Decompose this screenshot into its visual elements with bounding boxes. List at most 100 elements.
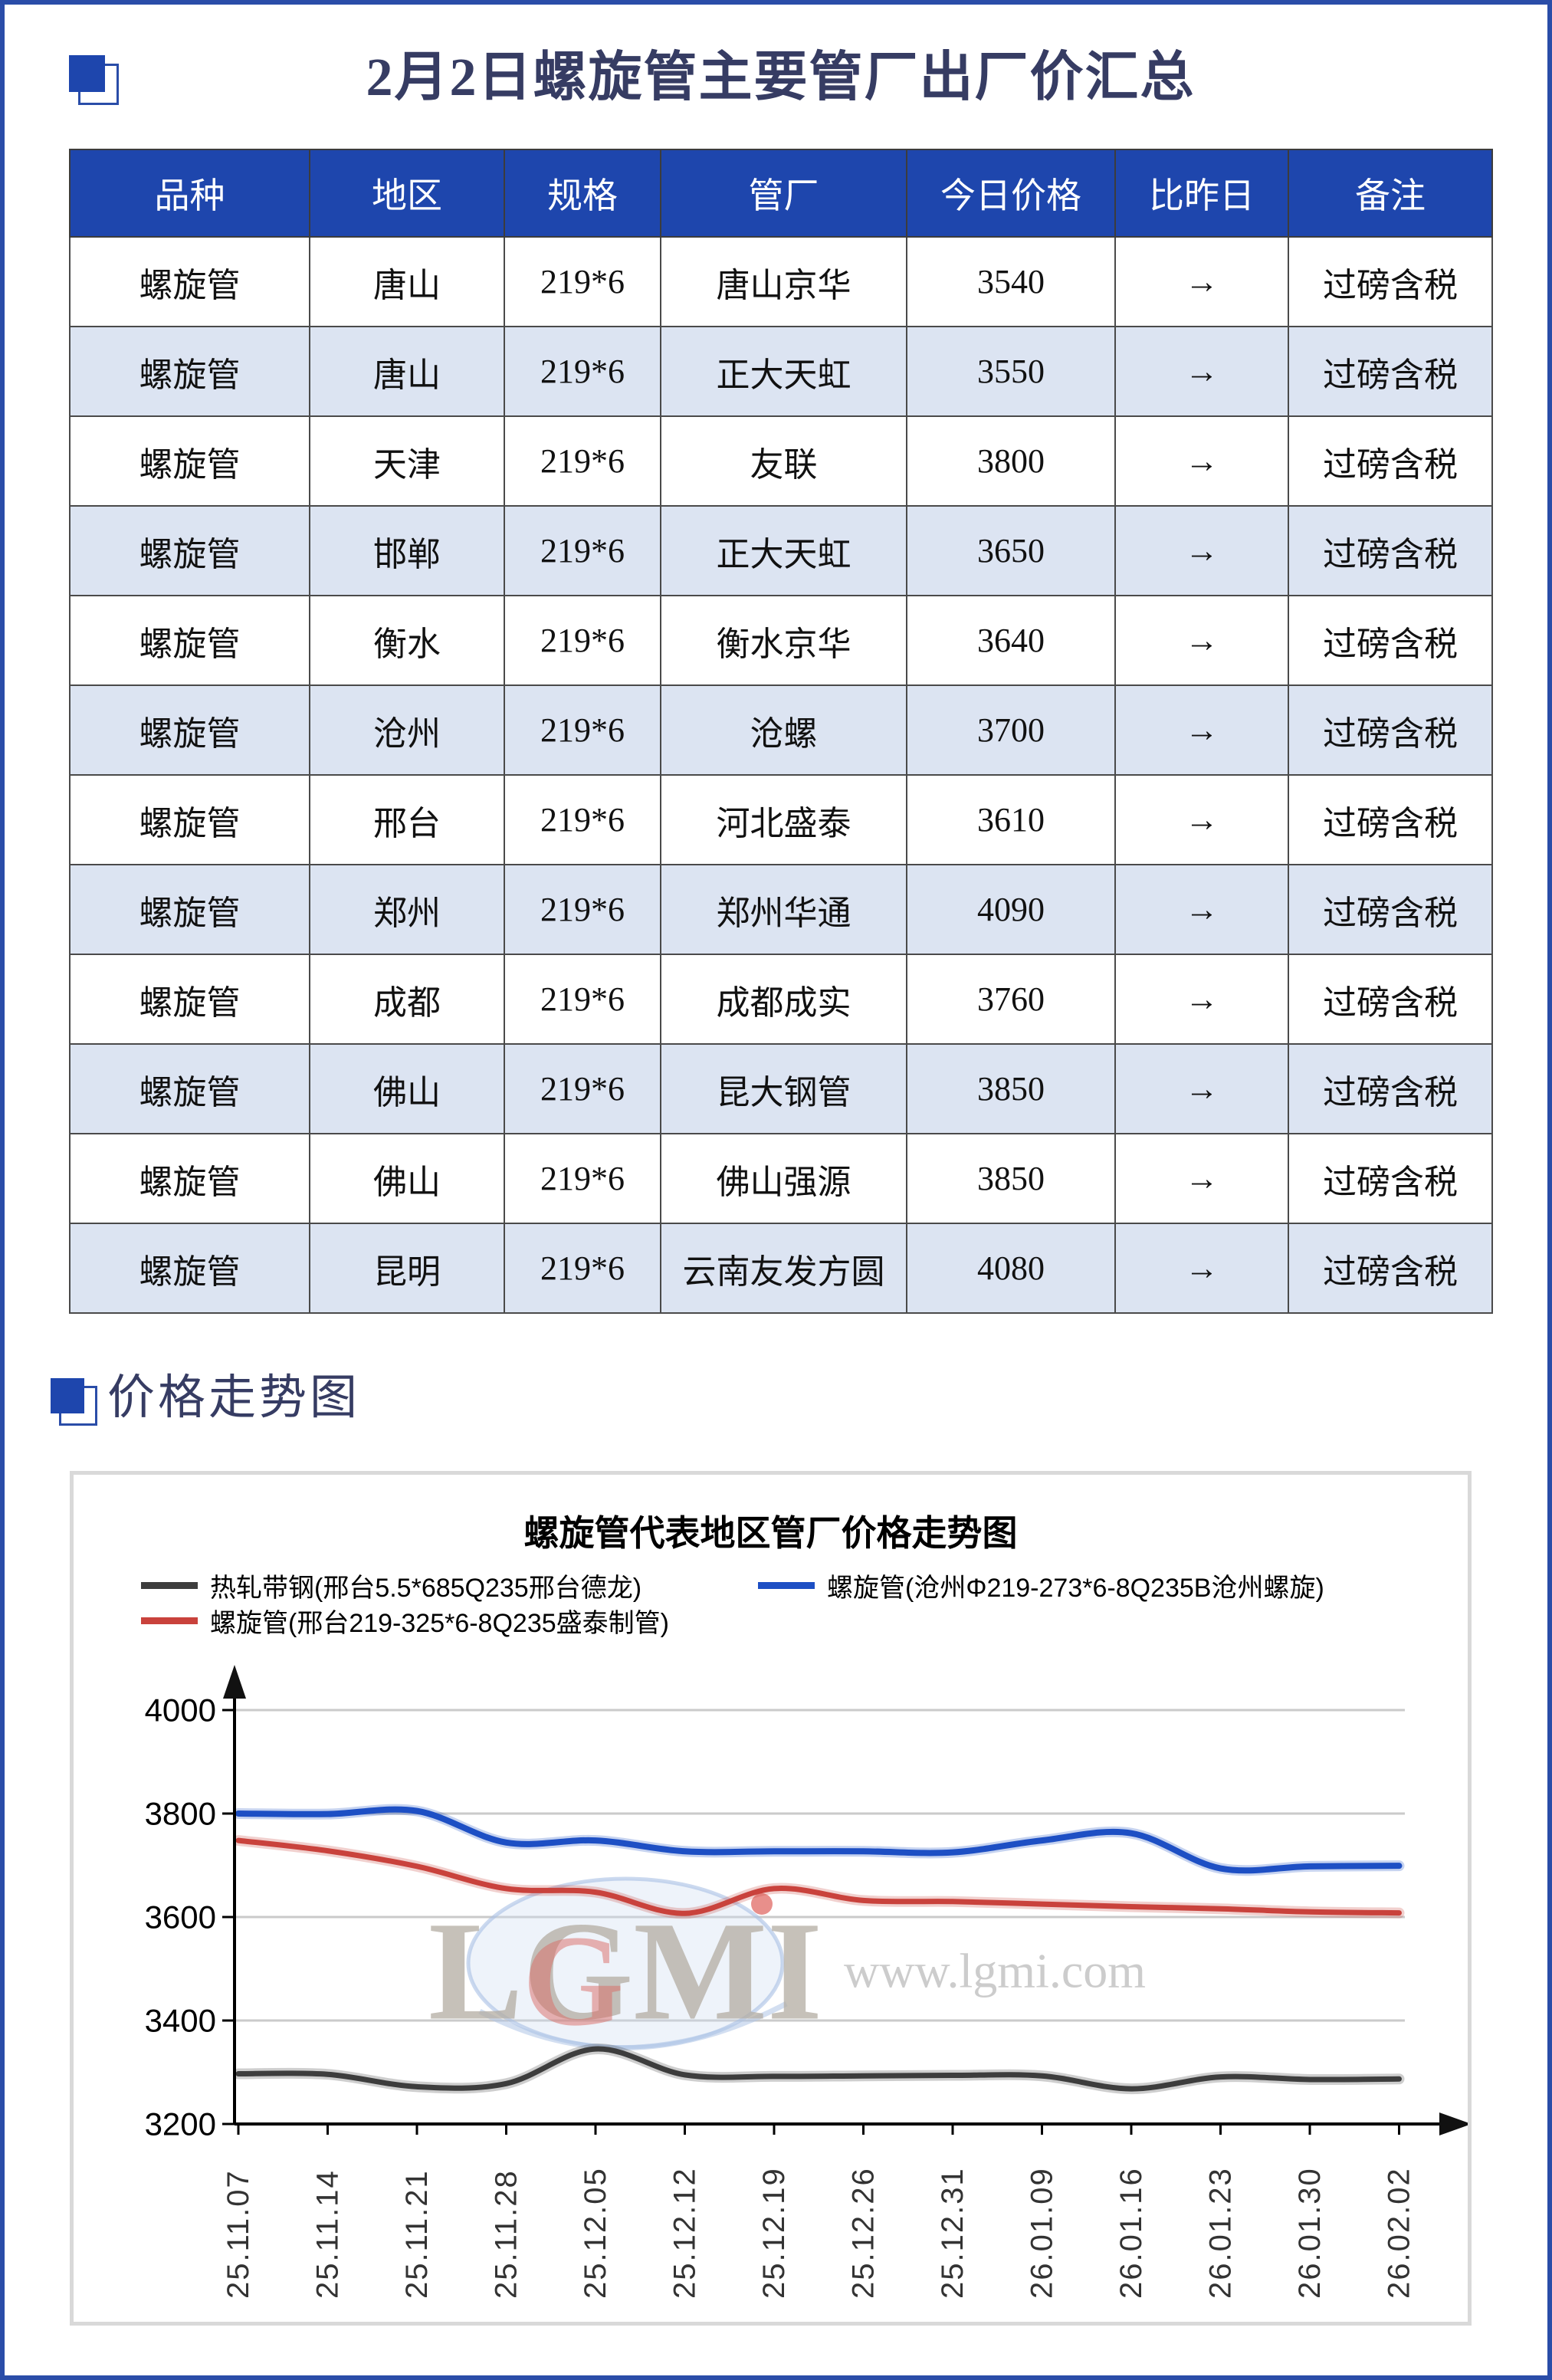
table-cell: 螺旋管 [69,415,310,507]
section-row: 价格走势图 [107,1360,360,1436]
table-cell: 郑州 [309,864,505,955]
legend-swatch-icon [141,1581,198,1589]
table-row: 螺旋管 郑州 219*6 郑州华通 4090 → 过磅含税 [69,864,1493,955]
x-axis-label: 25.12.12 [668,2167,702,2299]
table-cell: 过磅含税 [1288,415,1493,507]
x-axis-label: 25.12.05 [579,2167,612,2299]
series-line-2 [233,1804,1405,1876]
table-cell: 219*6 [504,954,661,1045]
table-cell: 螺旋管 [69,864,310,955]
watermark-logo-text: LGMI [428,1893,822,2050]
table-cell: → [1114,774,1289,865]
price-table: 品种 地区 规格 管厂 今日价格 比昨日 备注 螺旋管 唐山 219*6 唐山京华 3540 → 过磅含… [69,149,1493,1314]
legend-label: 热轧带钢(邢台5.5*685Q235邢台德龙) [210,1573,642,1603]
x-axis-label: 26.01.30 [1293,2167,1327,2299]
table-cell: 佛山 [309,1043,505,1134]
title-row: 2月2日螺旋管主要管厂出厂价汇总 [74,32,1488,124]
table-row: 螺旋管 佛山 219*6 佛山强源 3850 → 过磅含税 [69,1133,1493,1224]
legend-swatch-icon [758,1581,815,1589]
x-axis-label: 26.01.16 [1114,2167,1148,2299]
table-cell: 3610 [906,774,1116,865]
series-line-0 [233,2044,1405,2095]
table-row: 螺旋管 沧州 219*6 沧螺 3700 → 过磅含税 [69,684,1493,776]
bullet-fill [69,55,105,92]
table-cell: 衡水京华 [660,595,907,686]
table-header-cell: 今日价格 [906,149,1116,238]
table-cell: 219*6 [504,774,661,865]
table-cell: 4090 [906,864,1116,955]
table-cell: 螺旋管 [69,684,310,776]
table-cell: → [1114,505,1289,596]
table-cell: 3550 [906,326,1116,417]
table-cell: → [1114,684,1289,776]
y-axis-label: 3600 [145,1899,216,1935]
table-cell: 成都成实 [660,954,907,1045]
table-cell: 螺旋管 [69,236,310,327]
table-cell: 219*6 [504,1223,661,1314]
table-cell: 邢台 [309,774,505,865]
x-axis-label: 26.01.23 [1204,2167,1238,2299]
table-cell: 郑州华通 [660,864,907,955]
table-row: 螺旋管 邢台 219*6 河北盛泰 3610 → 过磅含税 [69,774,1493,865]
table-cell: 唐山京华 [660,236,907,327]
table-cell: 螺旋管 [69,1043,310,1134]
table-cell: 螺旋管 [69,595,310,686]
x-axis-label: 25.11.14 [311,2169,345,2299]
table-cell: 正大天虹 [660,505,907,596]
y-axis-label: 4000 [145,1692,216,1728]
table-cell: 过磅含税 [1288,864,1493,955]
table-cell: → [1114,1133,1289,1224]
legend-label: 螺旋管(邢台219-325*6-8Q235盛泰制管) [210,1608,669,1638]
table-cell: 过磅含税 [1288,684,1493,776]
svg-text:G: G [523,1909,624,2053]
table-cell: → [1114,1043,1289,1134]
table-cell: → [1114,595,1289,686]
table-row: 螺旋管 佛山 219*6 昆大钢管 3850 → 过磅含税 [69,1043,1493,1134]
table-cell: 沧螺 [660,684,907,776]
table-cell: 过磅含税 [1288,1223,1493,1314]
table-cell: 3760 [906,954,1116,1045]
table-cell: → [1114,326,1289,417]
table-cell: 3700 [906,684,1116,776]
table-cell: 过磅含税 [1288,954,1493,1045]
x-axis-label: 25.12.26 [847,2167,881,2299]
table-cell: 螺旋管 [69,1133,310,1224]
chart-title: 螺旋管代表地区管厂价格走势图 [523,1513,1018,1553]
x-axis-label: 25.12.19 [757,2167,791,2299]
table-cell: 友联 [660,415,907,507]
y-axis-label: 3400 [145,2003,216,2039]
table-cell: 佛山 [309,1133,505,1224]
table-cell: 219*6 [504,415,661,507]
table-cell: 过磅含税 [1288,326,1493,417]
table-cell: 219*6 [504,326,661,417]
legend-item: 螺旋管(沧州Φ219-273*6-8Q235B沧州螺旋) [758,1568,1324,1603]
table-cell: 3650 [906,505,1116,596]
table-cell: 成都 [309,954,505,1045]
title-bullet-icon [69,55,119,105]
y-axis-label: 3200 [145,2106,216,2142]
table-cell: 219*6 [504,595,661,686]
table-cell: 219*6 [504,684,661,776]
table-cell: 唐山 [309,236,505,327]
table-cell: 螺旋管 [69,326,310,417]
table-header-cell: 比昨日 [1114,149,1289,238]
table-row: 螺旋管 衡水 219*6 衡水京华 3640 → 过磅含税 [69,595,1493,686]
table-cell: 螺旋管 [69,505,310,596]
table-cell: 邯郸 [309,505,505,596]
table-cell: 4080 [906,1223,1116,1314]
table-cell: 河北盛泰 [660,774,907,865]
table-header-cell: 规格 [504,149,661,238]
table-cell: 昆明 [309,1223,505,1314]
bullet-fill [51,1378,84,1413]
table-cell: 过磅含税 [1288,595,1493,686]
legend-swatch-icon [141,1617,198,1624]
table-cell: 过磅含税 [1288,1043,1493,1134]
table-cell: 3800 [906,415,1116,507]
y-axis-label: 3800 [145,1796,216,1832]
x-axis-label: 25.11.21 [400,2169,434,2299]
table-cell: 过磅含税 [1288,505,1493,596]
table-cell: 过磅含税 [1288,774,1493,865]
watermark-url-text: www.lgmi.com [844,1944,1146,1998]
